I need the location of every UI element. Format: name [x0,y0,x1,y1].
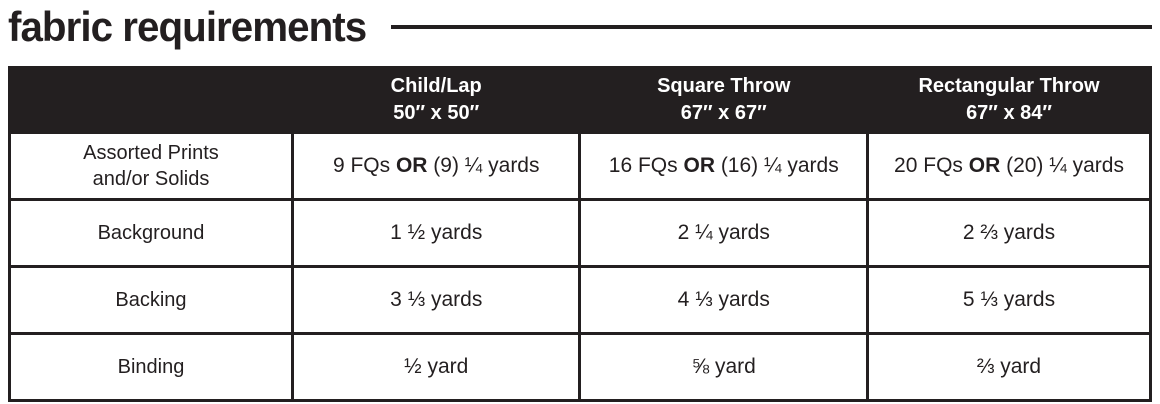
table-header-row: Child/Lap 50″ x 50″ Square Throw 67″ x 6… [8,66,1152,134]
row-label-binding: Binding [8,332,294,402]
row-label-line: Backing [115,289,187,311]
table-row-background: Background 1 ½ yards 2 ¼ yards 2 ⅔ yards [8,198,1152,268]
cell-text: ⅔ yard [976,355,1042,378]
row-label-assorted-prints: Assorted Prints and/or Solids [8,131,294,201]
cell-or-text: OR [395,154,428,177]
header-cell-child-lap: Child/Lap 50″ x 50″ [290,66,582,134]
column-size: 67″ x 84″ [966,102,1052,124]
cell-or-text: OR [968,154,1001,177]
cell-assorted-child-lap: 9 FQs OR (9) ¼ yards [290,131,582,201]
cell-text: 9 FQs [332,154,396,177]
table-row-binding: Binding ½ yard ⅝ yard ⅔ yard [8,332,1152,402]
cell-binding-child-lap: ½ yard [290,332,582,402]
table-row-backing: Backing 3 ⅓ yards 4 ⅓ yards 5 ⅓ yards [8,265,1152,335]
fabric-requirements-table: Child/Lap 50″ x 50″ Square Throw 67″ x 6… [8,66,1152,402]
cell-text: 1 ½ yards [390,221,483,244]
column-size: 50″ x 50″ [393,102,480,124]
cell-binding-square-throw: ⅝ yard [578,332,870,402]
row-label-line: Background [97,222,205,244]
row-label-line: Assorted Prints [83,142,219,164]
header-cell-square-throw: Square Throw 67″ x 67″ [578,66,870,134]
cell-text: 2 ¼ yards [677,221,770,244]
title-row: fabric requirements [8,2,1152,52]
cell-text: 16 FQs [608,154,684,177]
cell-text: 2 ⅔ yards [962,221,1056,244]
cell-text: (16) ¼ yards [714,154,839,177]
cell-text: 4 ⅓ yards [677,288,770,311]
cell-backing-rectangular-throw: 5 ⅓ yards [866,265,1152,335]
column-name: Square Throw [657,75,791,97]
cell-background-rectangular-throw: 2 ⅔ yards [866,198,1152,268]
title-rule [391,25,1152,29]
cell-assorted-rectangular-throw: 20 FQs OR (20) ¼ yards [866,131,1152,201]
row-label-backing: Backing [8,265,294,335]
cell-backing-square-throw: 4 ⅓ yards [578,265,870,335]
row-label-background: Background [8,198,294,268]
page-title: fabric requirements [8,3,367,50]
cell-text: 3 ⅓ yards [390,288,483,311]
column-name: Child/Lap [390,75,482,97]
cell-text: 5 ⅓ yards [962,288,1056,311]
column-name: Rectangular Throw [918,75,1100,97]
cell-text: (9) ¼ yards [427,154,540,177]
cell-background-child-lap: 1 ½ yards [290,198,582,268]
cell-binding-rectangular-throw: ⅔ yard [866,332,1152,402]
cell-assorted-square-throw: 16 FQs OR (16) ¼ yards [578,131,870,201]
row-label-line: Binding [117,356,185,378]
cell-backing-child-lap: 3 ⅓ yards [290,265,582,335]
header-cell-rectangular-throw: Rectangular Throw 67″ x 84″ [866,66,1152,134]
header-cell-empty [8,66,294,134]
row-label-line: and/or Solids [92,168,210,190]
column-size: 67″ x 67″ [680,102,767,124]
cell-background-square-throw: 2 ¼ yards [578,198,870,268]
table-row-assorted-prints: Assorted Prints and/or Solids 9 FQs OR (9… [8,131,1152,201]
cell-text: 20 FQs [894,154,969,177]
cell-or-text: OR [683,154,715,177]
cell-text: ⅝ yard [691,355,756,378]
cell-text: (20) ¼ yards [1000,154,1124,177]
cell-text: ½ yard [404,355,469,378]
